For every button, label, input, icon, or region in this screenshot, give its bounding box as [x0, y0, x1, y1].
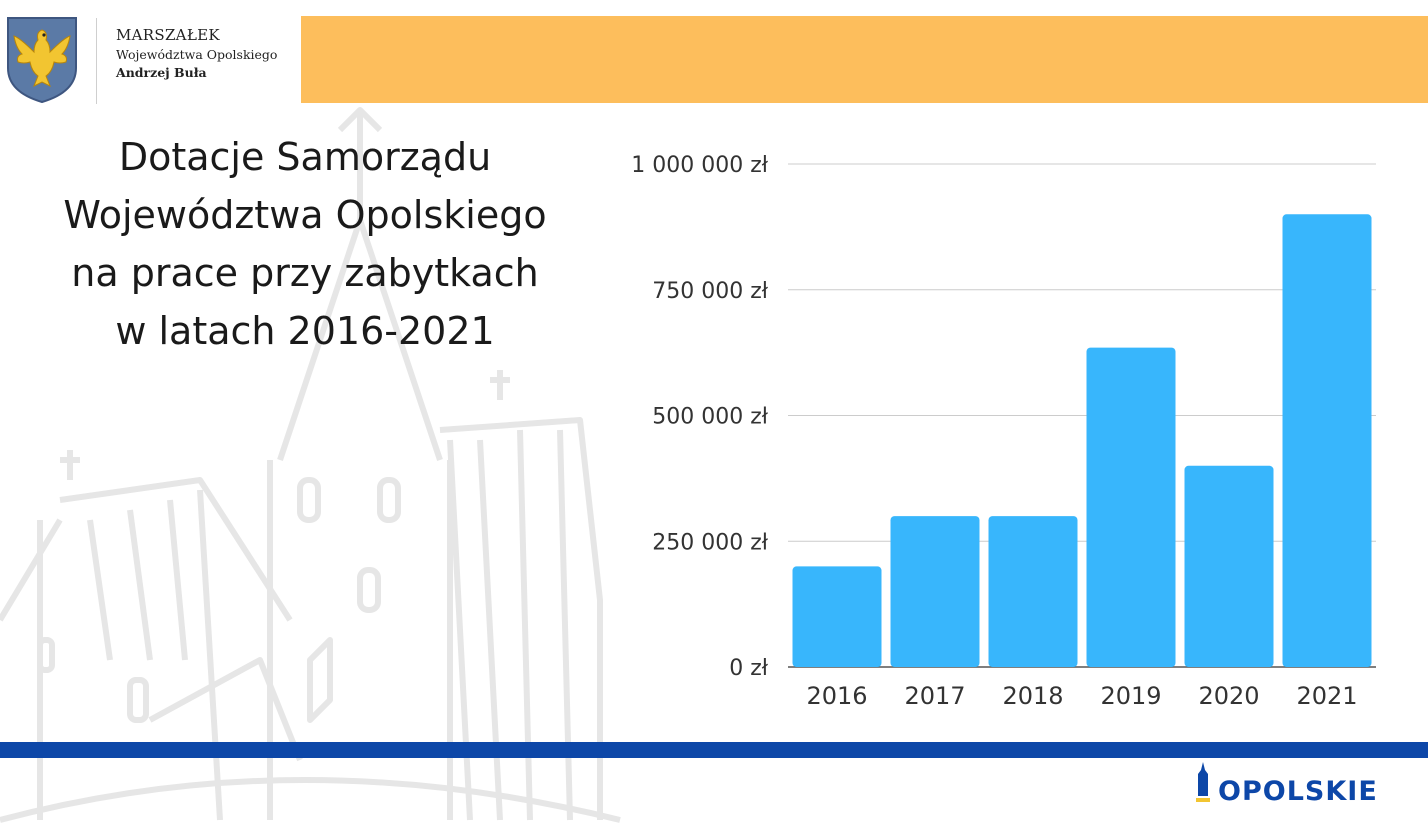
header-divider — [96, 18, 97, 104]
x-tick-label: 2021 — [1296, 682, 1357, 710]
title-line: w latach 2016-2021 — [115, 309, 495, 353]
y-tick-label: 0 zł — [729, 656, 769, 681]
y-axis-ticks: 0 zł 250 000 zł 500 000 zł 750 000 zł 1 000 … — [631, 153, 769, 681]
header-name: Andrzej Buła — [116, 65, 207, 80]
header-band — [301, 16, 1428, 103]
eagle-shield-icon — [7, 17, 77, 104]
x-tick-label: 2019 — [1100, 682, 1161, 710]
bars — [792, 214, 1372, 668]
x-tick-label: 2017 — [904, 682, 965, 710]
x-tick-label: 2018 — [1002, 682, 1063, 710]
title-line: Województwa Opolskiego — [63, 193, 547, 237]
title-line: na prace przy zabytkach — [71, 251, 539, 295]
castle-background-illustration — [0, 107, 621, 823]
bar-2018 — [988, 516, 1078, 667]
title-line: Dotacje Samorządu — [118, 135, 492, 179]
x-tick-label: 2016 — [806, 682, 867, 710]
y-tick-label: 750 000 zł — [652, 279, 769, 304]
x-axis-ticks: 2016 2017 2018 2019 2020 2021 — [806, 682, 1357, 710]
header-subtitle: Województwa Opolskiego — [116, 47, 278, 62]
bar-chart: 0 zł 250 000 zł 500 000 zł 750 000 zł 1 000 … — [631, 153, 1376, 710]
x-tick-label: 2020 — [1198, 682, 1259, 710]
header-title: MARSZAŁEK — [116, 26, 220, 44]
y-tick-label: 500 000 zł — [652, 405, 769, 430]
slide-title: Dotacje Samorządu Województwa Opolskiego… — [20, 128, 590, 360]
bar-2019 — [1086, 347, 1176, 667]
y-tick-label: 1 000 000 zł — [631, 153, 769, 178]
bar-2020 — [1184, 465, 1274, 667]
bar-2016 — [792, 566, 882, 667]
logo-text: OPOLSKIE — [1218, 776, 1378, 807]
tower-icon — [1196, 762, 1210, 802]
footer-band — [0, 742, 1428, 758]
footer-logo: OPOLSKIE — [1192, 762, 1412, 810]
header-logo-area — [0, 0, 300, 104]
gridlines — [788, 163, 1376, 668]
y-tick-label: 250 000 zł — [652, 530, 769, 555]
bar-2021 — [1282, 214, 1372, 668]
bar-2017 — [890, 516, 980, 667]
